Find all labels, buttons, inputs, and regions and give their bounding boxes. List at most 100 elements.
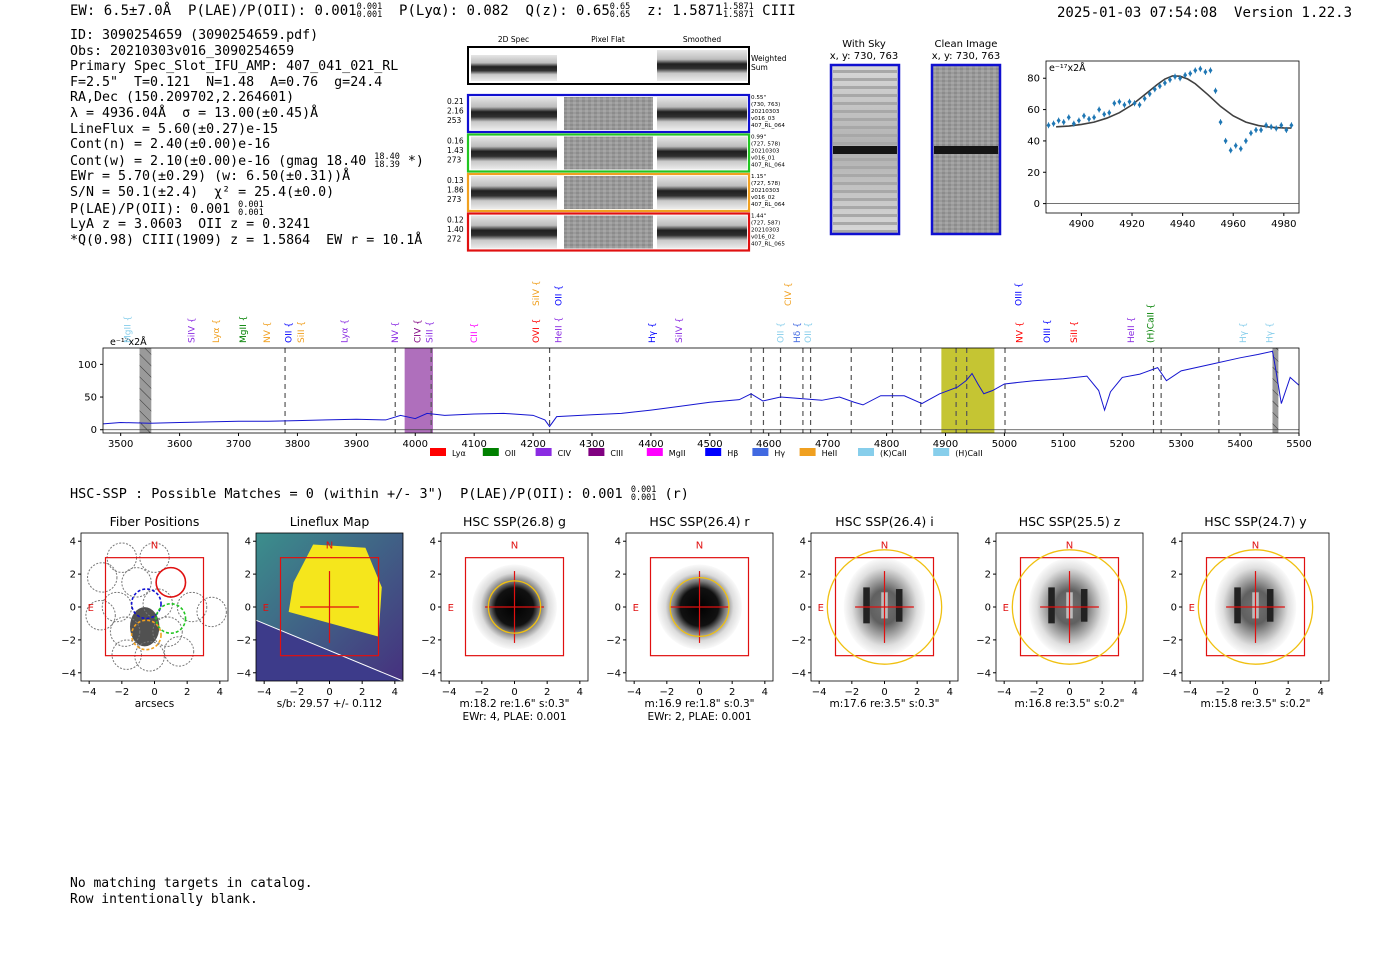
cutout-row-meta: 1.44"	[751, 214, 766, 220]
compass-east: E	[263, 603, 269, 614]
hsc-xtick-label: 2	[544, 687, 550, 698]
compass-east: E	[633, 603, 639, 614]
spectrum-xtick-label: 5300	[1168, 439, 1193, 450]
cutout-row-meta: 0.99"	[751, 135, 766, 141]
hsc-ytick-label: 0	[1171, 603, 1177, 614]
info-ciii: *Q(0.98) CIII(1909) z = 1.5864 EW r = 10…	[70, 232, 423, 248]
cutout-row-stat: 1.43	[447, 146, 464, 155]
hsc-ytick-label: 4	[70, 537, 76, 548]
spectrum-line-label: Lyα {	[341, 319, 351, 343]
cutout-row-stat: 0.12	[447, 216, 464, 225]
sky-panel-coords: x, y: 730, 763	[932, 51, 1001, 62]
spectrum-ytick-label: 50	[84, 393, 97, 404]
hsc-panel-frame	[625, 532, 774, 682]
spectrum-xtick-label: 5500	[1286, 439, 1311, 450]
compass-north: N	[511, 541, 518, 552]
hsc-xtick-label: −2	[659, 687, 674, 698]
header-z-range: 1.5871 1.5871	[722, 2, 754, 20]
legend-swatch	[588, 448, 605, 456]
compass-north: N	[1252, 541, 1259, 552]
spectrum-line-label: MgII {	[124, 316, 134, 343]
cutout-pixel-flat	[564, 176, 653, 209]
hsc-xtick-label: 2	[359, 687, 365, 698]
hsc-aperture	[1197, 549, 1314, 665]
header-qz: Q(z): 0.65	[525, 3, 610, 19]
lineflux-masked	[256, 620, 403, 681]
hsc-title: HSC-SSP : Possible Matches = 0 (within +…	[70, 485, 689, 503]
hsc-xtick-label: −2	[1029, 687, 1044, 698]
hsc-xtick-label: −4	[257, 687, 272, 698]
hsc-xtick-label: 4	[577, 687, 583, 698]
hsc-xtick-label: 0	[1066, 687, 1072, 698]
sky-stripe	[833, 94, 897, 97]
spectrum-line-label: SiIV {	[187, 317, 197, 343]
hsc-source-core	[863, 587, 870, 624]
compass-east: E	[818, 603, 824, 614]
compass-east: E	[448, 603, 454, 614]
spectrum-line-label: (H)CaII {	[1147, 304, 1157, 344]
weighted-sum-label: Sum	[751, 63, 768, 72]
hsc-source-core	[895, 589, 903, 622]
hsc-xtick-label: −4	[442, 687, 457, 698]
hsc-panel-bg	[256, 533, 403, 681]
header-line-id: CIII	[762, 3, 796, 19]
header-z: z: 1.5871	[647, 3, 723, 19]
hsc-panel-bg	[1182, 533, 1329, 681]
hsc-xtick-label: −2	[114, 687, 129, 698]
spectrum-line-label: OII {	[554, 285, 564, 306]
cutout-row-stat: 1.86	[447, 186, 464, 195]
hsc-panel-frame	[995, 532, 1144, 682]
legend-label: OII	[505, 449, 516, 458]
sky-panel-title: With Sky	[842, 39, 886, 50]
hsc-xtick-label: 0	[326, 687, 332, 698]
hsc-xtick-label: 2	[1099, 687, 1105, 698]
cutout-pixel-flat	[564, 215, 653, 249]
detection-info: ID: 3090254659 (3090254659.pdf) Obs: 2021…	[70, 28, 424, 248]
fiber-circle	[106, 542, 138, 573]
hsc-ytick-label: 2	[615, 570, 621, 581]
cutout-row-meta: 1.15"	[751, 174, 766, 180]
header-version: Version 1.22.3	[1234, 5, 1353, 21]
hsc-panel-frame	[440, 532, 589, 682]
cutout-row-stat: 2.16	[447, 107, 464, 116]
spectrum-line-label: OIII {	[1043, 319, 1053, 343]
hsc-panel-title: HSC SSP(24.7) y	[1204, 514, 1307, 529]
hsc-xtick-label: 2	[729, 687, 735, 698]
lineflux-map	[256, 533, 403, 681]
hsc-ytick-label: −2	[421, 635, 436, 646]
spectrum-xtick-label: 5400	[1227, 439, 1252, 450]
spectrum-axes-frame	[102, 347, 1300, 434]
info-sn: S/N = 50.1(±2.4) χ² = 25.4(±0.0)	[70, 184, 335, 200]
hsc-panel-bg	[996, 533, 1143, 681]
fiber-source	[130, 607, 160, 647]
hsc-xtick-label: 0	[511, 687, 517, 698]
cutout-row-stat: 273	[447, 195, 462, 204]
sky-stripe	[833, 126, 897, 129]
info-contw: Cont(w) = 2.10(±0.00)e-16 (gmag 18.40 18…	[70, 151, 424, 170]
hsc-footprint-box	[464, 557, 565, 657]
hsc-panel-xlabel: m:15.8 re:3.5" s:0.2"	[1201, 698, 1311, 710]
spectrum-xtick-label: 5000	[992, 439, 1017, 450]
spectrum-xtick-label: 5100	[1051, 439, 1076, 450]
hsc-source-core	[1080, 589, 1088, 622]
sky-stripe	[833, 134, 897, 137]
hsc-ytick-label: 2	[1171, 570, 1177, 581]
spectrum-line-label: Hγ {	[1239, 322, 1249, 343]
hsc-ytick-label: −2	[1162, 635, 1177, 646]
hsc-ytick-label: 0	[245, 603, 251, 614]
header-qz-range: 0.65 0.65	[609, 2, 631, 20]
spectrum-shaded-region	[139, 348, 152, 433]
legend-swatch	[535, 448, 552, 456]
hsc-source-core	[881, 592, 888, 619]
header-summary: EW: 6.5±7.0Å P(LAE)/P(OII): 0.001 0.001 0.…	[70, 2, 796, 20]
spectrum-xtick-label: 5200	[1110, 439, 1135, 450]
sky-panel-frame	[930, 63, 1002, 236]
weighted-sum-smoothed	[657, 50, 747, 81]
info-contn: Cont(n) = 2.40(±0.00)e-16	[70, 137, 271, 153]
cutout-row-frame	[466, 93, 751, 134]
spectrum-ytick-label: 0	[91, 425, 97, 436]
legend-label: Lyα	[452, 449, 466, 458]
legend-label: Hγ	[774, 449, 785, 458]
